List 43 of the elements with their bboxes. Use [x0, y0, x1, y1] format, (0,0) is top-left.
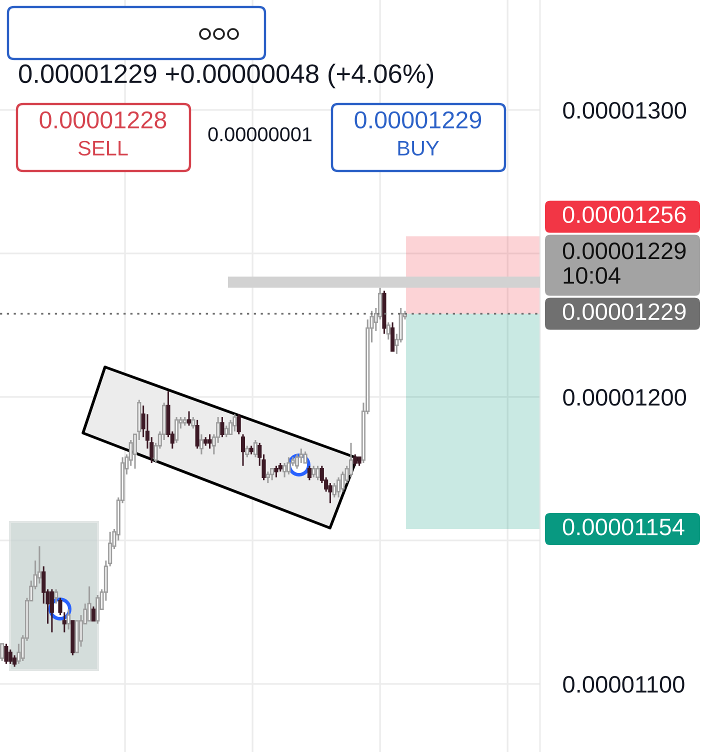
candlestick: [232, 413, 237, 432]
candlestick: [220, 416, 224, 438]
annotation: 0.00001228: [40, 111, 166, 129]
candlestick: [253, 439, 258, 458]
candlestick: [353, 454, 358, 467]
annotation: 0.00001229: [354, 111, 482, 129]
candlestick: [191, 416, 196, 430]
band-label: 0.00001256: [562, 206, 686, 224]
candlestick: [174, 416, 179, 444]
band-label: 0.00001154: [562, 518, 684, 536]
candlestick: [390, 322, 395, 352]
candlestick: [236, 413, 241, 436]
candlestick: [270, 468, 274, 481]
candlestick: [50, 588, 54, 634]
candlestick: [0, 643, 4, 662]
candlestick: [245, 444, 250, 458]
annotation: BUY: [398, 141, 439, 156]
candlestick: [240, 434, 246, 467]
y-tick-label: 0.00001200: [563, 389, 686, 406]
candlestick: [8, 648, 12, 665]
candlestick: [266, 470, 270, 484]
y-tick-label: 0.00001300: [563, 102, 686, 119]
candlestick: [386, 322, 390, 340]
annotation: 0.00001229 +0.00000048 (+4.06%): [19, 64, 434, 88]
y-tick-label: 0.00001100: [563, 676, 684, 693]
candlestick: [307, 465, 312, 481]
candlestick: [186, 410, 192, 426]
annotation: SELL: [78, 140, 128, 156]
candlestick: [4, 643, 8, 665]
annotation: 0.00000001: [208, 127, 312, 142]
ref-line-label: 0.00001229: [562, 303, 686, 320]
candlestick: [208, 434, 212, 450]
candlestick: [91, 606, 96, 622]
text: 0.00001229 10:04: [562, 242, 686, 284]
candlestick: [282, 462, 287, 478]
candlestick: [224, 424, 228, 438]
candlestick: [199, 434, 204, 456]
candlestick: [312, 465, 316, 478]
candlestick: [96, 594, 100, 624]
candlestick: [195, 419, 200, 450]
candlestick: [87, 586, 92, 622]
candlestick: [316, 465, 320, 481]
candlestick: [274, 465, 278, 478]
